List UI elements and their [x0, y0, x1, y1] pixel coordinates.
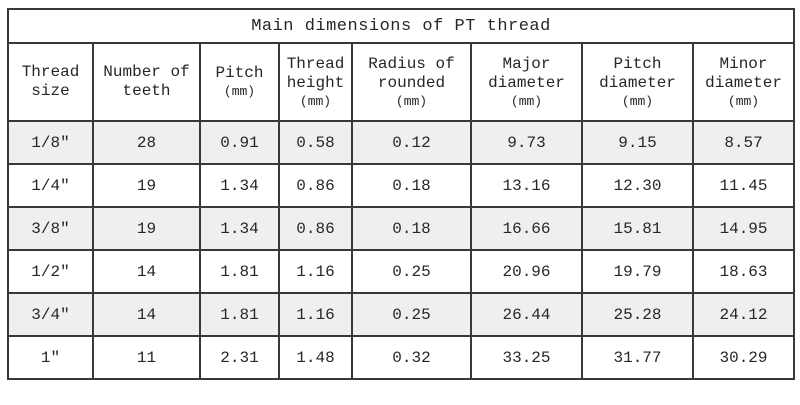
- pt-thread-table: Main dimensions of PT thread Thread size N…: [6, 8, 796, 380]
- column-header: Pitch (mm): [199, 42, 280, 122]
- table-cell: 15.81: [581, 206, 694, 251]
- column-header-line: rounded: [377, 73, 446, 92]
- column-header-line: height: [286, 73, 345, 92]
- column-header-line: diameter: [488, 73, 565, 92]
- table-cell: 28: [92, 120, 201, 165]
- column-header: Radius of rounded (mm): [351, 42, 472, 122]
- table-cell: 0.25: [351, 249, 472, 294]
- thread-size-cell: 1/8″: [7, 120, 94, 165]
- column-header: Pitch diameter (mm): [581, 42, 694, 122]
- column-header-line: Pitch: [215, 64, 264, 82]
- table-cell: 0.12: [351, 120, 472, 165]
- thread-size-cell: 1″: [7, 335, 94, 380]
- table-cell: 0.86: [278, 163, 353, 208]
- table-cell: 1.16: [278, 292, 353, 337]
- column-header-line: (mm): [299, 93, 332, 109]
- table-cell: 8.57: [691, 120, 796, 165]
- column-header-line: Pitch: [613, 54, 662, 73]
- table-cell: 9.15: [581, 120, 694, 165]
- table-cell: 30.29: [691, 335, 796, 380]
- table-cell: 1.81: [199, 292, 280, 337]
- table-cell: 25.28: [581, 292, 694, 337]
- column-header-line: Number of: [103, 63, 190, 81]
- table-cell: 19: [92, 206, 201, 251]
- column-header: Major diameter (mm): [470, 42, 583, 122]
- column-header-line: Thread: [286, 54, 345, 73]
- table-cell: 1.81: [199, 249, 280, 294]
- table-cell: 13.16: [470, 163, 583, 208]
- table-cell: 2.31: [199, 335, 280, 380]
- table-cell: 14: [92, 292, 201, 337]
- column-header-line: (mm): [621, 93, 654, 109]
- table-title: Main dimensions of PT thread: [6, 8, 796, 44]
- table-cell: 1.34: [199, 206, 280, 251]
- table-row: 1/2″ 14 1.81 1.16 0.25 20.96 19.79 18.63: [7, 249, 796, 294]
- table-row: 1″ 11 2.31 1.48 0.32 33.25 31.77 30.29: [7, 335, 796, 380]
- column-header-line: (mm): [223, 84, 256, 99]
- table-cell: 20.96: [470, 249, 583, 294]
- table-cell: 31.77: [581, 335, 694, 380]
- table-cell: 14.95: [691, 206, 796, 251]
- column-header: Minor diameter (mm): [691, 42, 796, 122]
- table-title-row: Main dimensions of PT thread: [6, 8, 796, 44]
- thread-size-cell: 3/4″: [7, 292, 94, 337]
- column-header-line: diameter: [705, 73, 782, 92]
- table-row: 1/8″ 28 0.91 0.58 0.12 9.73 9.15 8.57: [7, 120, 796, 165]
- column-header-line: (mm): [510, 93, 543, 109]
- table-cell: 19.79: [581, 249, 694, 294]
- table-cell: 9.73: [470, 120, 583, 165]
- table-cell: 1.16: [278, 249, 353, 294]
- column-header-line: Major: [502, 54, 551, 73]
- column-header: Thread height (mm): [278, 42, 353, 122]
- table-cell: 0.91: [199, 120, 280, 165]
- table-row: 3/4″ 14 1.81 1.16 0.25 26.44 25.28 24.12: [7, 292, 796, 337]
- column-header: Thread size: [7, 42, 94, 122]
- column-header-line: diameter: [599, 73, 676, 92]
- thread-size-cell: 1/2″: [7, 249, 94, 294]
- table-cell: 19: [92, 163, 201, 208]
- column-header-line: Thread: [21, 63, 80, 81]
- table-cell: 11: [92, 335, 201, 380]
- table-row: 1/4″ 19 1.34 0.86 0.18 13.16 12.30 11.45: [7, 163, 796, 208]
- table-cell: 11.45: [691, 163, 796, 208]
- table-cell: 1.34: [199, 163, 280, 208]
- table-cell: 1.48: [278, 335, 353, 380]
- column-header-line: (mm): [395, 93, 428, 109]
- column-header-line: Radius of: [368, 54, 455, 73]
- table-header-row: Thread size Number of teeth Pitch (mm) Thread h…: [7, 42, 796, 122]
- table-cell: 0.58: [278, 120, 353, 165]
- table-cell: 0.86: [278, 206, 353, 251]
- table-cell: 24.12: [691, 292, 796, 337]
- table-cell: 16.66: [470, 206, 583, 251]
- table-cell: 18.63: [691, 249, 796, 294]
- table-cell: 14: [92, 249, 201, 294]
- thread-size-cell: 3/8″: [7, 206, 94, 251]
- column-header-line: teeth: [122, 82, 171, 100]
- table-cell: 0.18: [351, 163, 472, 208]
- column-header-line: size: [31, 82, 70, 100]
- table-cell: 0.25: [351, 292, 472, 337]
- table-cell: 0.18: [351, 206, 472, 251]
- thread-size-cell: 1/4″: [7, 163, 94, 208]
- column-header: Number of teeth: [92, 42, 201, 122]
- table-cell: 33.25: [470, 335, 583, 380]
- table-cell: 0.32: [351, 335, 472, 380]
- table-row: 3/8″ 19 1.34 0.86 0.18 16.66 15.81 14.95: [7, 206, 796, 251]
- column-header-line: Minor: [719, 54, 768, 73]
- table-cell: 12.30: [581, 163, 694, 208]
- table-cell: 26.44: [470, 292, 583, 337]
- column-header-line: (mm): [727, 93, 760, 109]
